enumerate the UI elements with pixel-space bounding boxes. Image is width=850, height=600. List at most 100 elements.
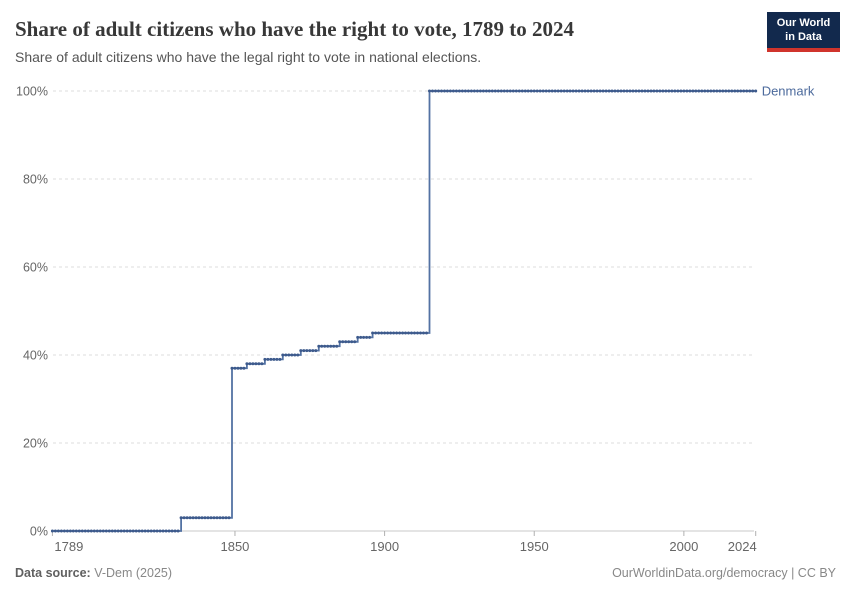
data-point [320, 344, 324, 348]
data-point [386, 331, 390, 335]
data-point [188, 516, 192, 520]
data-point [155, 529, 159, 533]
data-point [571, 89, 575, 93]
data-point [523, 89, 527, 93]
data-point [230, 366, 234, 370]
data-point [715, 89, 719, 93]
data-point [350, 340, 354, 344]
data-point [443, 89, 446, 93]
data-point [395, 331, 399, 335]
data-point [541, 89, 545, 93]
data-point [398, 331, 402, 335]
data-point [685, 89, 689, 93]
data-point [338, 340, 342, 344]
data-point [484, 89, 488, 93]
data-point [95, 529, 99, 533]
data-point [535, 89, 539, 93]
data-point [670, 89, 674, 93]
x-axis-label: 1900 [370, 539, 399, 554]
data-point [293, 353, 297, 357]
y-axis-label: 100% [16, 85, 48, 99]
data-point [496, 89, 500, 93]
data-point [721, 89, 725, 93]
data-point [754, 89, 758, 93]
data-point [610, 89, 614, 93]
data-point [278, 357, 282, 361]
data-point [691, 89, 695, 93]
data-point [529, 89, 533, 93]
data-point [457, 89, 461, 93]
data-point [475, 89, 479, 93]
data-point [413, 331, 416, 335]
data-point [311, 349, 315, 353]
series-label[interactable]: Denmark [762, 84, 815, 99]
x-axis-label: 2000 [669, 539, 698, 554]
data-point [389, 331, 393, 335]
data-point [445, 89, 449, 93]
data-line[interactable] [52, 90, 756, 532]
data-point [517, 89, 521, 93]
data-point [92, 529, 96, 533]
data-point [299, 349, 303, 353]
data-point [550, 89, 554, 93]
data-point [269, 357, 273, 361]
data-point [182, 516, 186, 520]
data-point [616, 89, 620, 93]
data-point [290, 353, 294, 357]
data-point [431, 89, 434, 93]
data-point [329, 344, 333, 348]
data-point [712, 89, 716, 93]
data-point [251, 362, 255, 366]
data-point [401, 331, 405, 335]
data-point [673, 89, 677, 93]
data-point [275, 357, 279, 361]
data-point [383, 331, 387, 335]
data-point [233, 366, 237, 370]
owid-logo-line1: Our World [776, 17, 831, 29]
data-point [380, 331, 384, 335]
data-point [143, 529, 147, 533]
data-point [56, 529, 60, 533]
data-point [173, 529, 177, 533]
data-point [490, 89, 494, 93]
data-point [425, 331, 428, 335]
series-denmark[interactable] [50, 89, 758, 533]
y-axis-label: 20% [23, 437, 48, 451]
data-point [649, 89, 653, 93]
data-point [664, 89, 668, 93]
data-point [595, 89, 599, 93]
data-point [101, 529, 105, 533]
data-point [619, 89, 623, 93]
data-point [643, 89, 647, 93]
data-point [463, 89, 467, 93]
data-point [592, 89, 596, 93]
data-point [736, 89, 740, 93]
y-axis-label: 0% [30, 525, 48, 539]
data-point [119, 529, 123, 533]
data-point [499, 89, 503, 93]
data-point [688, 89, 692, 93]
data-point [697, 89, 701, 93]
data-point [98, 529, 102, 533]
data-point [137, 529, 141, 533]
data-point [451, 89, 455, 93]
data-point [266, 357, 270, 361]
data-point [341, 340, 345, 344]
data-point [730, 89, 734, 93]
data-point [185, 516, 189, 520]
data-point [68, 529, 72, 533]
data-point [532, 89, 536, 93]
data-point [116, 529, 120, 533]
data-point [440, 89, 443, 93]
data-point [604, 89, 608, 93]
owid-logo[interactable]: Our World in Data [767, 12, 840, 52]
data-point [718, 89, 722, 93]
data-point [326, 344, 330, 348]
data-point [703, 89, 707, 93]
data-point [113, 529, 117, 533]
data-point [218, 516, 222, 520]
data-point [59, 529, 63, 533]
data-point [508, 89, 512, 93]
data-point [466, 89, 470, 93]
